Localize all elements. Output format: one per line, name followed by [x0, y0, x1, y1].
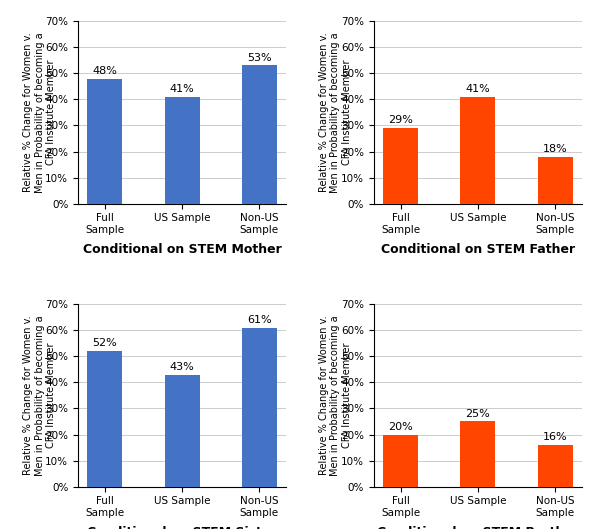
Bar	[88, 351, 122, 487]
Text: 18%: 18%	[543, 144, 568, 154]
Text: 61%: 61%	[247, 315, 272, 325]
Y-axis label: Relative % Change for Women v.
Men in Probability of becoming a
CFA Institute Me: Relative % Change for Women v. Men in Pr…	[23, 32, 56, 193]
Text: 20%: 20%	[388, 422, 413, 432]
Bar	[88, 78, 122, 204]
X-axis label: Conditional on STEM Sister: Conditional on STEM Sister	[88, 526, 277, 529]
Text: 53%: 53%	[247, 53, 272, 63]
Text: 16%: 16%	[543, 432, 568, 442]
Y-axis label: Relative % Change for Women v.
Men in Probability of becoming a
CFA Institute Me: Relative % Change for Women v. Men in Pr…	[319, 315, 352, 476]
Bar	[383, 128, 418, 204]
Y-axis label: Relative % Change for Women v.
Men in Probability of becoming a
CFA Institute Me: Relative % Change for Women v. Men in Pr…	[23, 315, 56, 476]
Bar	[165, 375, 200, 487]
Bar	[242, 66, 277, 204]
Text: 29%: 29%	[388, 115, 413, 125]
Text: 43%: 43%	[170, 362, 194, 372]
Text: 41%: 41%	[466, 84, 490, 94]
X-axis label: Conditional on STEM Mother: Conditional on STEM Mother	[83, 243, 281, 257]
Bar	[165, 97, 200, 204]
Bar	[538, 157, 572, 204]
Text: 52%: 52%	[92, 339, 117, 349]
X-axis label: Conditional on STEM Father: Conditional on STEM Father	[381, 243, 575, 257]
Y-axis label: Relative % Change for Women v.
Men in Probability of becoming a
CFA Institute Me: Relative % Change for Women v. Men in Pr…	[319, 32, 352, 193]
Text: 48%: 48%	[92, 66, 117, 76]
Text: 41%: 41%	[170, 84, 194, 94]
X-axis label: Conditional on STEM Brother: Conditional on STEM Brother	[377, 526, 579, 529]
Text: 25%: 25%	[466, 409, 490, 419]
Bar	[538, 445, 572, 487]
Bar	[460, 97, 495, 204]
Bar	[460, 422, 495, 487]
Bar	[383, 434, 418, 487]
Bar	[242, 327, 277, 487]
